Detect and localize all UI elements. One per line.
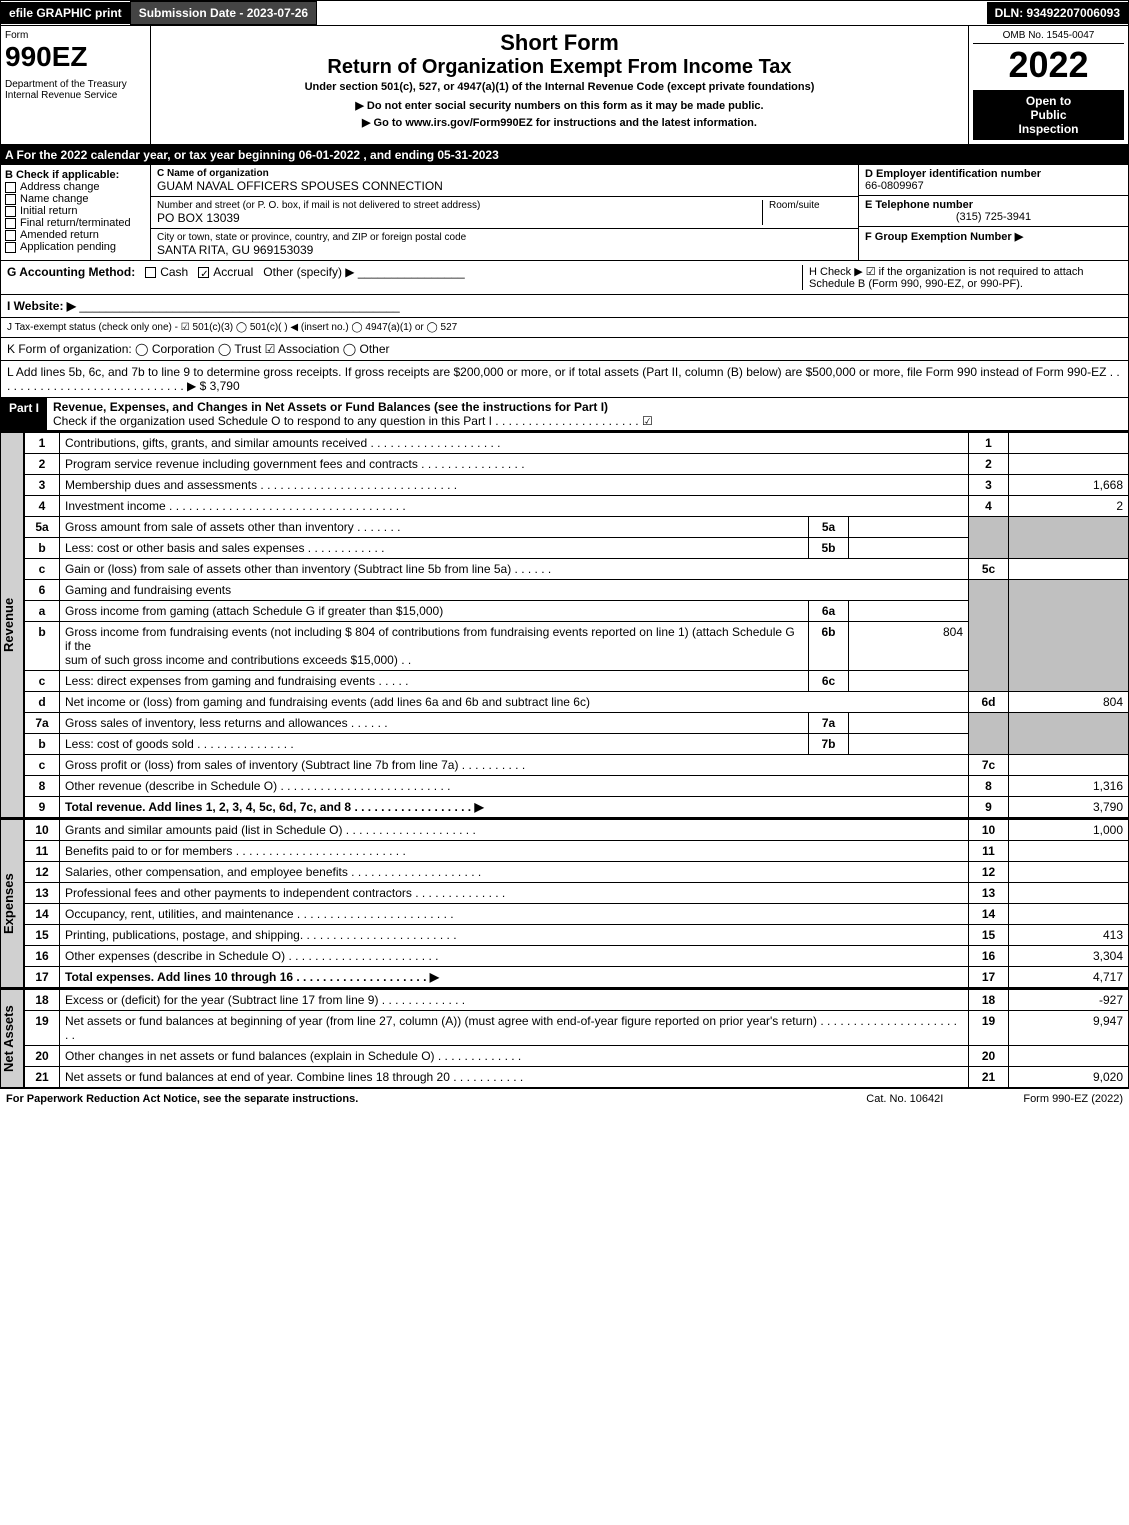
city-value: SANTA RITA, GU 969153039 [157,243,852,257]
expenses-table: 10Grants and similar amounts paid (list … [24,819,1129,988]
row-k: K Form of organization: ◯ Corporation ◯ … [0,338,1129,361]
revenue-block: Revenue 1Contributions, gifts, grants, a… [0,431,1129,818]
checkbox-accrual[interactable] [198,267,209,278]
open-to-public: Open to Public Inspection [973,90,1124,140]
part1-label: Part I [1,398,47,430]
return-title: Return of Organization Exempt From Incom… [155,56,964,79]
page-footer: For Paperwork Reduction Act Notice, see … [0,1088,1129,1109]
box-c: C Name of organization GUAM NAVAL OFFICE… [151,165,858,260]
vert-revenue: Revenue [0,432,24,818]
row-gh: G Accounting Method: Cash Accrual Other … [0,261,1129,295]
city-label: City or town, state or province, country… [157,232,852,243]
form-word: Form [5,30,146,41]
section-a-period: A For the 2022 calendar year, or tax yea… [0,145,1129,165]
phone-value: (315) 725-3941 [865,211,1122,223]
netassets-block: Net Assets 18Excess or (deficit) for the… [0,988,1129,1088]
org-name: GUAM NAVAL OFFICERS SPOUSES CONNECTION [157,179,852,193]
form-number: 990EZ [5,41,146,73]
box-def: D Employer identification number 66-0809… [858,165,1128,260]
box-e-label: E Telephone number [865,199,1122,211]
checkbox-application-pending[interactable] [5,242,16,253]
efile-label[interactable]: efile GRAPHIC print [1,2,130,24]
footer-formref: Form 990-EZ (2022) [1023,1093,1123,1105]
info-grid: B Check if applicable: Address change Na… [0,165,1129,261]
checkbox-initial-return[interactable] [5,206,16,217]
checkbox-final-return[interactable] [5,218,16,229]
ein-value: 66-0809967 [865,180,1122,192]
checkbox-address-change[interactable] [5,182,16,193]
goto-note[interactable]: ▶ Go to www.irs.gov/Form990EZ for instru… [155,116,964,129]
vert-netassets: Net Assets [0,989,24,1088]
footer-catno: Cat. No. 10642I [866,1093,943,1105]
revenue-table: 1Contributions, gifts, grants, and simil… [24,432,1129,818]
part1-title: Revenue, Expenses, and Changes in Net As… [53,400,608,414]
omb-number: OMB No. 1545-0047 [973,30,1124,44]
checkbox-amended-return[interactable] [5,230,16,241]
street-value: PO BOX 13039 [157,211,762,225]
row-j: J Tax-exempt status (check only one) - ☑… [0,318,1129,338]
checkbox-name-change[interactable] [5,194,16,205]
box-h: H Check ▶ ☑ if the organization is not r… [802,265,1122,290]
box-d-label: D Employer identification number [865,168,1122,180]
row-i: I Website: ▶ ___________________________… [0,295,1129,318]
checkbox-cash[interactable] [145,267,156,278]
ssn-note: ▶ Do not enter social security numbers o… [155,99,964,112]
footer-left: For Paperwork Reduction Act Notice, see … [6,1093,866,1105]
part1-header: Part I Revenue, Expenses, and Changes in… [0,398,1129,431]
short-form-title: Short Form [155,30,964,56]
box-f-label: F Group Exemption Number ▶ [865,230,1122,243]
vert-expenses: Expenses [0,819,24,988]
form-header: Form 990EZ Department of the Treasury In… [0,26,1129,145]
subtitle: Under section 501(c), 527, or 4947(a)(1)… [155,81,964,93]
submission-date: Submission Date - 2023-07-26 [130,1,317,25]
top-bar: efile GRAPHIC print Submission Date - 20… [0,0,1129,26]
expenses-block: Expenses 10Grants and similar amounts pa… [0,818,1129,988]
dept-line2: Internal Revenue Service [5,90,146,101]
part1-check: Check if the organization used Schedule … [53,414,653,428]
box-c-label: C Name of organization [157,168,852,179]
box-b: B Check if applicable: Address change Na… [1,165,151,260]
box-i-label: I Website: ▶ [7,299,76,313]
box-b-label: B Check if applicable: [5,169,146,181]
tax-year: 2022 [973,44,1124,86]
box-g-label: G Accounting Method: [7,265,135,279]
room-label: Room/suite [769,200,852,211]
dln-label: DLN: 93492207006093 [987,2,1128,24]
row-l: L Add lines 5b, 6c, and 7b to line 9 to … [0,361,1129,398]
street-label: Number and street (or P. O. box, if mail… [157,200,762,211]
dept-line1: Department of the Treasury [5,79,146,90]
netassets-table: 18Excess or (deficit) for the year (Subt… [24,989,1129,1088]
